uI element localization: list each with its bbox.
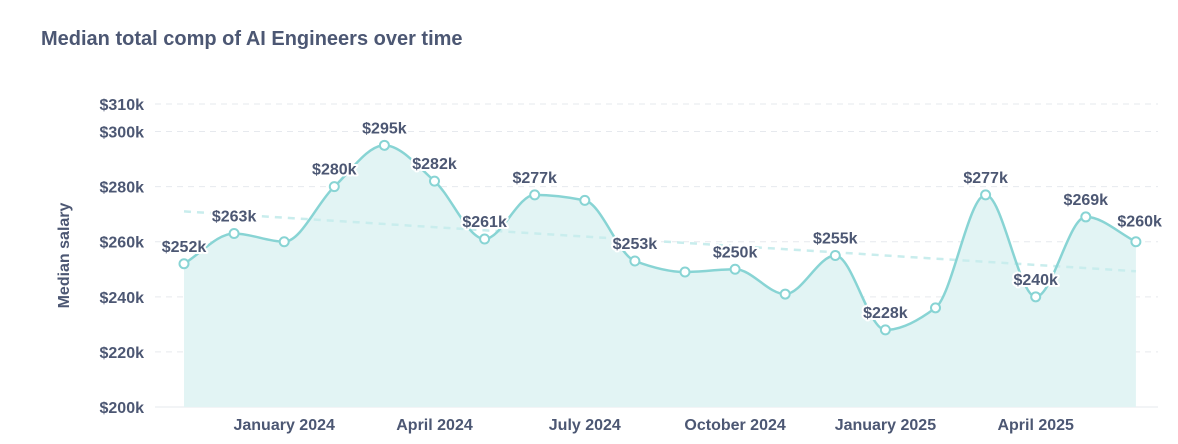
area-layer: [184, 145, 1136, 407]
y-tick-label: $240k: [100, 290, 145, 307]
data-point[interactable]: [879, 324, 891, 336]
x-tick-label: January 2024: [233, 417, 335, 434]
y-tick-label: $310k: [100, 97, 145, 114]
data-label: $280k: [312, 162, 357, 179]
area-fill: [184, 145, 1136, 407]
data-label: $277k: [963, 170, 1008, 187]
trendline: [183, 210, 1136, 273]
data-label: $260k: [1117, 214, 1162, 231]
point-layer: [178, 139, 1142, 336]
data-point[interactable]: [1030, 291, 1042, 303]
data-point[interactable]: [829, 250, 841, 261]
data-label: $240k: [1013, 272, 1058, 289]
data-point[interactable]: [779, 288, 791, 300]
data-label: $252k: [162, 239, 207, 256]
data-label: $253k: [613, 236, 658, 253]
data-point[interactable]: [429, 175, 440, 187]
data-label: $295k: [362, 120, 407, 137]
data-point[interactable]: [629, 255, 641, 267]
y-tick-label: $200k: [100, 400, 145, 417]
axis-layer: $200k $220k $240k $260k $280k $300k $310k Janua…: [56, 97, 1074, 434]
data-point[interactable]: [529, 189, 541, 201]
y-tick-label: $260k: [100, 235, 145, 252]
data-label: $277k: [512, 170, 557, 187]
trend-layer: [183, 210, 1136, 273]
x-tick-label: April 2024: [396, 417, 473, 434]
y-tick-label: $280k: [100, 180, 145, 197]
data-label: $282k: [412, 156, 457, 173]
data-point[interactable]: [278, 236, 290, 248]
x-tick-label: April 2025: [997, 417, 1074, 434]
data-point[interactable]: [930, 302, 941, 314]
data-label: $250k: [713, 244, 758, 261]
y-axis-title: Median salary: [56, 202, 73, 308]
label-layer: $252k $263k $280k $295k $282k $261k $277k $253k…: [160, 118, 1164, 324]
data-label: $228k: [863, 305, 908, 322]
data-point[interactable]: [378, 139, 390, 151]
data-point[interactable]: [1080, 211, 1092, 223]
x-tick-label: October 2024: [684, 417, 785, 434]
data-label: $255k: [813, 231, 858, 248]
data-point[interactable]: [679, 266, 691, 278]
y-tick-label: $300k: [100, 125, 145, 142]
data-point[interactable]: [328, 181, 340, 193]
data-point[interactable]: [729, 263, 741, 275]
data-label: $261k: [462, 214, 507, 231]
y-tick-label: $220k: [100, 345, 145, 362]
data-point[interactable]: [479, 233, 491, 245]
data-label: $263k: [212, 208, 257, 225]
chart-title: Median total comp of AI Engineers over t…: [41, 28, 463, 50]
data-point[interactable]: [228, 227, 240, 239]
data-point[interactable]: [980, 189, 992, 201]
x-tick-label: July 2024: [549, 417, 621, 434]
data-label: $269k: [1064, 192, 1109, 209]
x-tick-label: January 2025: [835, 417, 937, 434]
data-point[interactable]: [178, 258, 190, 270]
data-point[interactable]: [1130, 236, 1142, 248]
data-point[interactable]: [579, 194, 591, 206]
